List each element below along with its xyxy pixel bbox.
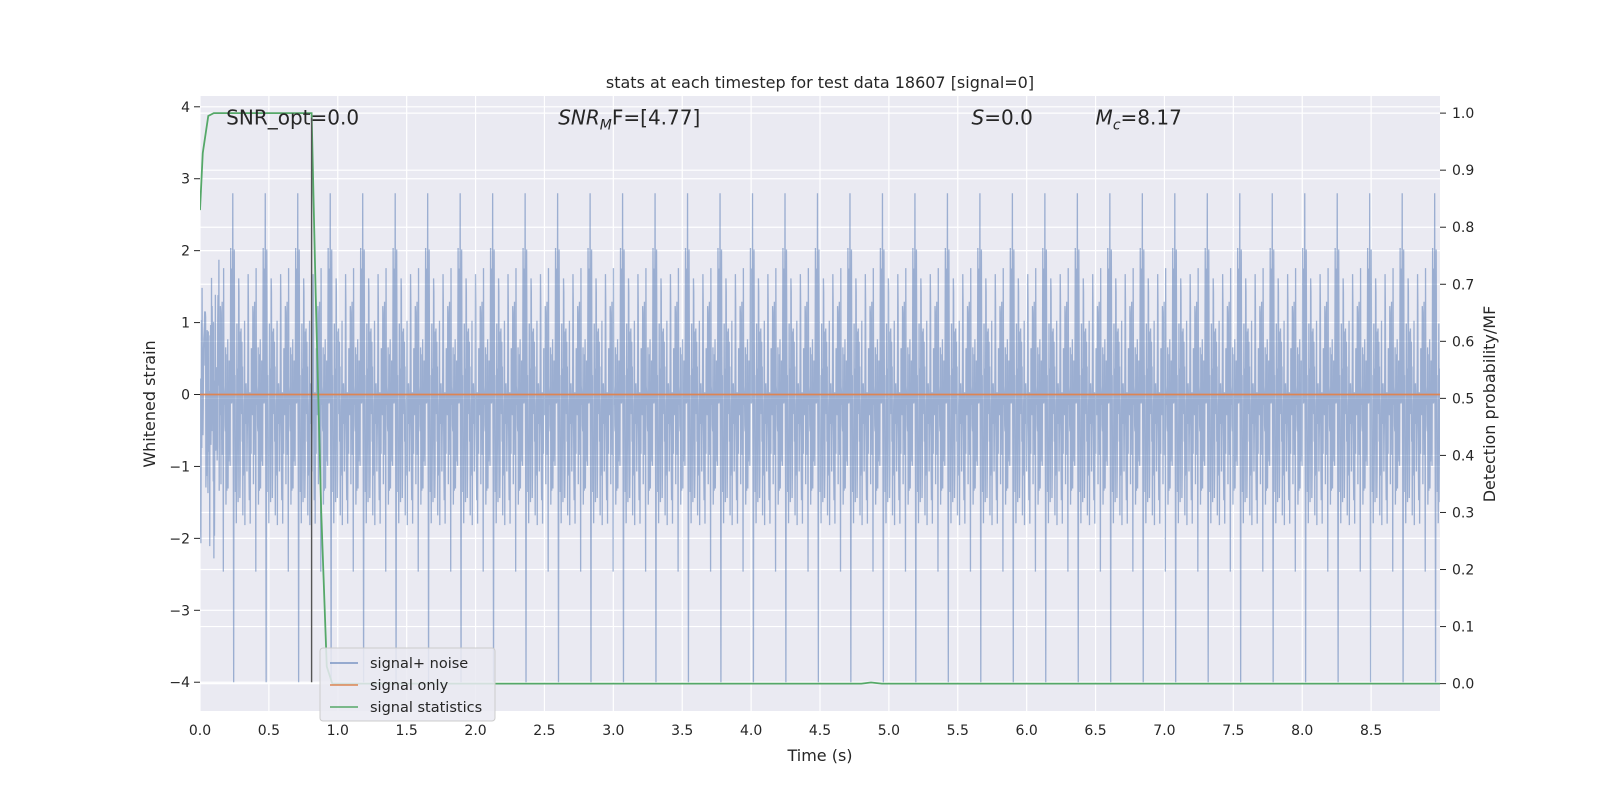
x-axis-ticks: 0.0 0.5 1.0 1.5 2.0 2.5 3.0 3.5 4.0 4.5 5.0 5.5 6.0 6…: [189, 723, 1382, 739]
right-y-axis-ticks: 1.0 0.9 0.8 0.7 0.6 0.5 0.4 0.3 0.2 0.1 0.0: [1440, 106, 1474, 693]
right-y-tick-label: 0.5: [1452, 391, 1474, 407]
right-y-tick-label: 0.2: [1452, 563, 1474, 579]
left-y-tick-label: 3: [181, 172, 190, 188]
x-tick-label: 0.5: [258, 723, 280, 739]
left-y-tick-label: −3: [169, 603, 190, 619]
x-tick-label: 8.0: [1291, 723, 1313, 739]
left-y-axis-ticks: 4 3 2 1 0 −1 −2 −3 −4: [169, 100, 200, 691]
x-tick-label: 7.5: [1222, 723, 1244, 739]
right-y-axis-label: Detection probability/MF: [1480, 306, 1499, 503]
annotation-snr-mf: SNRMF=[4.77]: [558, 106, 700, 134]
annotation-s: S=0.0: [972, 106, 1033, 130]
left-y-tick-label: −1: [169, 459, 190, 475]
annotations: SNR_opt=0.0 SNRMF=[4.77] S=0.0 Mc=8.17: [226, 106, 1182, 134]
right-y-tick-label: 0.9: [1452, 163, 1474, 179]
right-y-tick-label: 0.1: [1452, 620, 1474, 636]
legend-box: [319, 647, 496, 722]
left-y-axis-label: Whitened strain: [140, 340, 159, 467]
right-y-tick-label: 0.4: [1452, 448, 1474, 464]
x-tick-label: 6.5: [1084, 723, 1106, 739]
x-axis-label: Time (s): [786, 746, 852, 765]
x-tick-label: 5.5: [947, 723, 969, 739]
legend: signal+ noise signal only signal statist…: [319, 647, 496, 722]
legend-label-signal-noise: signal+ noise: [370, 656, 468, 672]
right-y-tick-label: 0.3: [1452, 505, 1474, 521]
left-y-tick-label: 1: [181, 316, 190, 332]
right-y-tick-label: 0.6: [1452, 334, 1474, 350]
series-signal-noise: [200, 193, 1440, 683]
noise-series-layer: [200, 193, 1440, 683]
x-tick-label: 2.5: [533, 723, 555, 739]
x-tick-label: 0.0: [189, 723, 211, 739]
x-tick-label: 7.0: [1153, 723, 1175, 739]
x-tick-label: 5.0: [878, 723, 900, 739]
right-y-tick-label: 0.8: [1452, 220, 1474, 236]
x-tick-label: 1.0: [327, 723, 349, 739]
left-y-tick-label: 0: [181, 388, 190, 404]
x-tick-label: 4.0: [740, 723, 762, 739]
left-y-tick-label: −4: [169, 675, 190, 691]
annotation-mc: Mc=8.17: [1096, 106, 1182, 134]
annotation-snr-opt: SNR_opt=0.0: [226, 106, 359, 130]
x-tick-label: 3.5: [671, 723, 693, 739]
x-tick-label: 3.0: [602, 723, 624, 739]
right-y-tick-label: 0.0: [1452, 677, 1474, 693]
legend-label-signal-only: signal only: [370, 678, 449, 694]
left-y-tick-label: 2: [181, 244, 190, 260]
x-tick-label: 8.5: [1360, 723, 1382, 739]
right-y-tick-label: 1.0: [1452, 106, 1474, 122]
legend-label-signal-statistics: signal statistics: [370, 700, 482, 716]
left-y-tick-label: −2: [169, 531, 190, 547]
chart-title: stats at each timestep for test data 186…: [606, 73, 1034, 92]
left-y-tick-label: 4: [181, 100, 190, 116]
x-tick-label: 6.0: [1016, 723, 1038, 739]
right-y-tick-label: 0.7: [1452, 277, 1474, 293]
x-tick-label: 1.5: [396, 723, 418, 739]
x-tick-label: 4.5: [809, 723, 831, 739]
x-tick-label: 2.0: [464, 723, 486, 739]
